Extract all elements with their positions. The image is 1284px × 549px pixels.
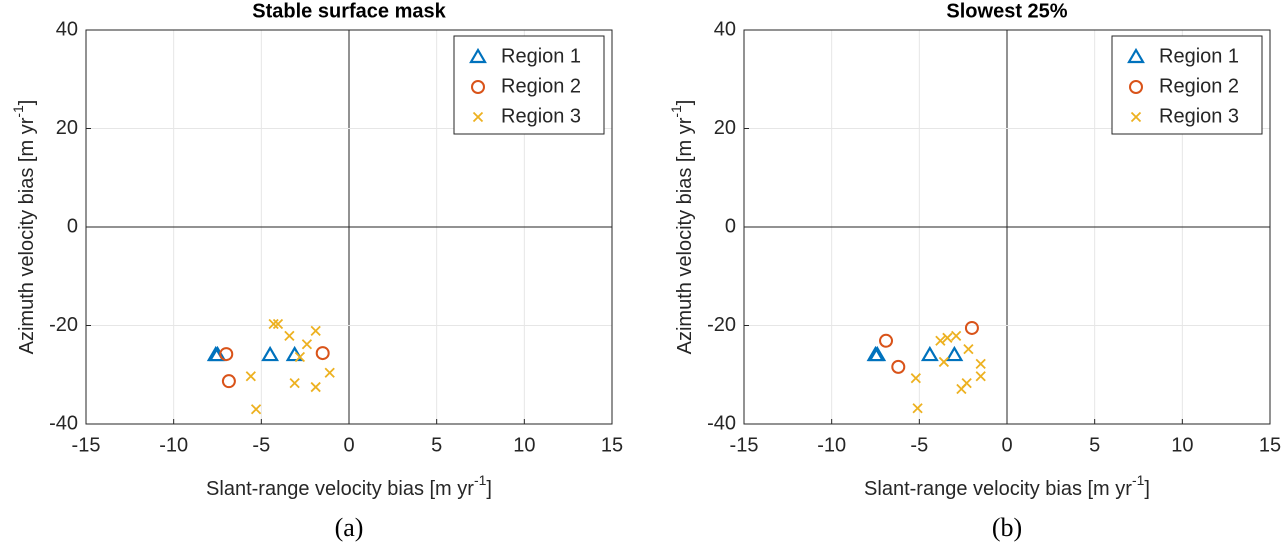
x-axis-label: Slant-range velocity bias [m yr-1] xyxy=(206,472,492,501)
y-axis-label-text: Azimuth velocity bias [m yr xyxy=(674,117,696,354)
y-axis-label-end: ] xyxy=(16,100,38,106)
circle-marker xyxy=(221,374,236,389)
circle-marker xyxy=(471,80,485,94)
triangle-marker xyxy=(945,345,964,362)
legend-label: Region 1 xyxy=(501,45,581,67)
x-axis-label-end: ] xyxy=(1144,478,1150,500)
legend-label: Region 3 xyxy=(1159,105,1239,127)
triangle-marker xyxy=(920,345,939,362)
x-tick-label: -10 xyxy=(817,434,846,456)
axes-box xyxy=(85,29,613,425)
x-tick-label: 0 xyxy=(1001,434,1012,456)
x-marker xyxy=(310,325,321,337)
legend-label: Region 3 xyxy=(501,105,581,127)
x-tick-label: -5 xyxy=(910,434,928,456)
x-marker xyxy=(910,373,921,384)
y-tick-label: -40 xyxy=(49,412,78,434)
triangle-marker xyxy=(469,47,487,64)
x-tick-label: 0 xyxy=(343,434,354,456)
x-axis-label-sup: -1 xyxy=(474,472,487,488)
circle-marker xyxy=(315,346,330,361)
x-marker xyxy=(301,339,313,350)
y-tick-label: 0 xyxy=(67,215,78,237)
caption: (b) xyxy=(992,513,1022,542)
x-marker xyxy=(272,318,284,330)
axes-box xyxy=(743,29,1271,425)
x-tick-label: 15 xyxy=(1259,434,1281,456)
circle-marker xyxy=(964,320,979,335)
x-marker xyxy=(975,371,986,382)
y-axis-label-text: Azimuth velocity bias [m yr xyxy=(16,117,38,354)
y-tick-label: 40 xyxy=(56,18,78,40)
x-tick-label: 15 xyxy=(601,434,623,456)
x-tick-label: -15 xyxy=(730,434,759,456)
x-marker xyxy=(245,371,256,382)
x-tick-label: 5 xyxy=(1089,434,1100,456)
x-marker xyxy=(324,367,335,378)
triangle-marker xyxy=(1127,47,1145,64)
x-marker xyxy=(472,111,484,123)
y-axis-label: Azimuth velocity bias [m yr-1] xyxy=(10,100,39,355)
x-tick-label: -15 xyxy=(72,434,101,456)
legend-label: Region 1 xyxy=(1159,45,1239,67)
chart-title: Slowest 25% xyxy=(946,0,1067,22)
x-marker xyxy=(289,377,300,389)
y-tick-label: 0 xyxy=(725,215,736,237)
x-marker xyxy=(294,351,306,363)
x-marker xyxy=(284,330,295,341)
circle-marker xyxy=(891,359,906,374)
y-axis-label-end: ] xyxy=(674,100,696,106)
x-marker xyxy=(1130,111,1142,123)
legend-label: Region 2 xyxy=(1159,75,1239,97)
circle-marker xyxy=(879,333,894,348)
x-marker xyxy=(268,318,279,330)
legend-label: Region 2 xyxy=(501,75,581,97)
chart-title: Stable surface mask xyxy=(252,0,446,22)
y-axis-label-sup: -1 xyxy=(668,105,684,118)
x-axis-label-text: Slant-range velocity bias [m yr xyxy=(206,478,474,500)
y-axis-label-sup: -1 xyxy=(10,105,26,118)
circle-marker xyxy=(219,347,234,362)
y-tick-label: 20 xyxy=(56,117,78,139)
y-tick-label: -20 xyxy=(49,314,78,336)
x-marker xyxy=(912,403,923,414)
triangle-marker xyxy=(868,345,887,362)
x-marker xyxy=(935,335,946,346)
x-tick-label: 10 xyxy=(513,434,535,456)
x-marker xyxy=(938,356,950,368)
y-tick-label: -40 xyxy=(707,412,736,434)
x-marker xyxy=(942,332,953,343)
x-axis-label-sup: -1 xyxy=(1132,472,1145,488)
x-axis-label-end: ] xyxy=(486,478,492,500)
x-tick-label: -5 xyxy=(252,434,270,456)
y-axis-label: Azimuth velocity bias [m yr-1] xyxy=(668,100,697,355)
x-tick-label: -10 xyxy=(159,434,188,456)
x-marker xyxy=(951,330,962,341)
x-marker xyxy=(975,358,986,370)
y-tick-label: -20 xyxy=(707,314,736,336)
x-tick-label: 5 xyxy=(431,434,442,456)
x-axis-label-text: Slant-range velocity bias [m yr xyxy=(864,478,1132,500)
x-marker xyxy=(956,383,967,395)
x-tick-label: 10 xyxy=(1171,434,1193,456)
x-marker xyxy=(250,404,262,415)
x-marker xyxy=(310,381,321,393)
triangle-marker xyxy=(261,345,280,362)
y-tick-label: 40 xyxy=(714,18,736,40)
y-tick-label: 20 xyxy=(714,117,736,139)
caption: (a) xyxy=(335,513,364,542)
circle-marker xyxy=(1129,80,1143,94)
x-marker xyxy=(963,344,974,355)
x-axis-label: Slant-range velocity bias [m yr-1] xyxy=(864,472,1150,501)
